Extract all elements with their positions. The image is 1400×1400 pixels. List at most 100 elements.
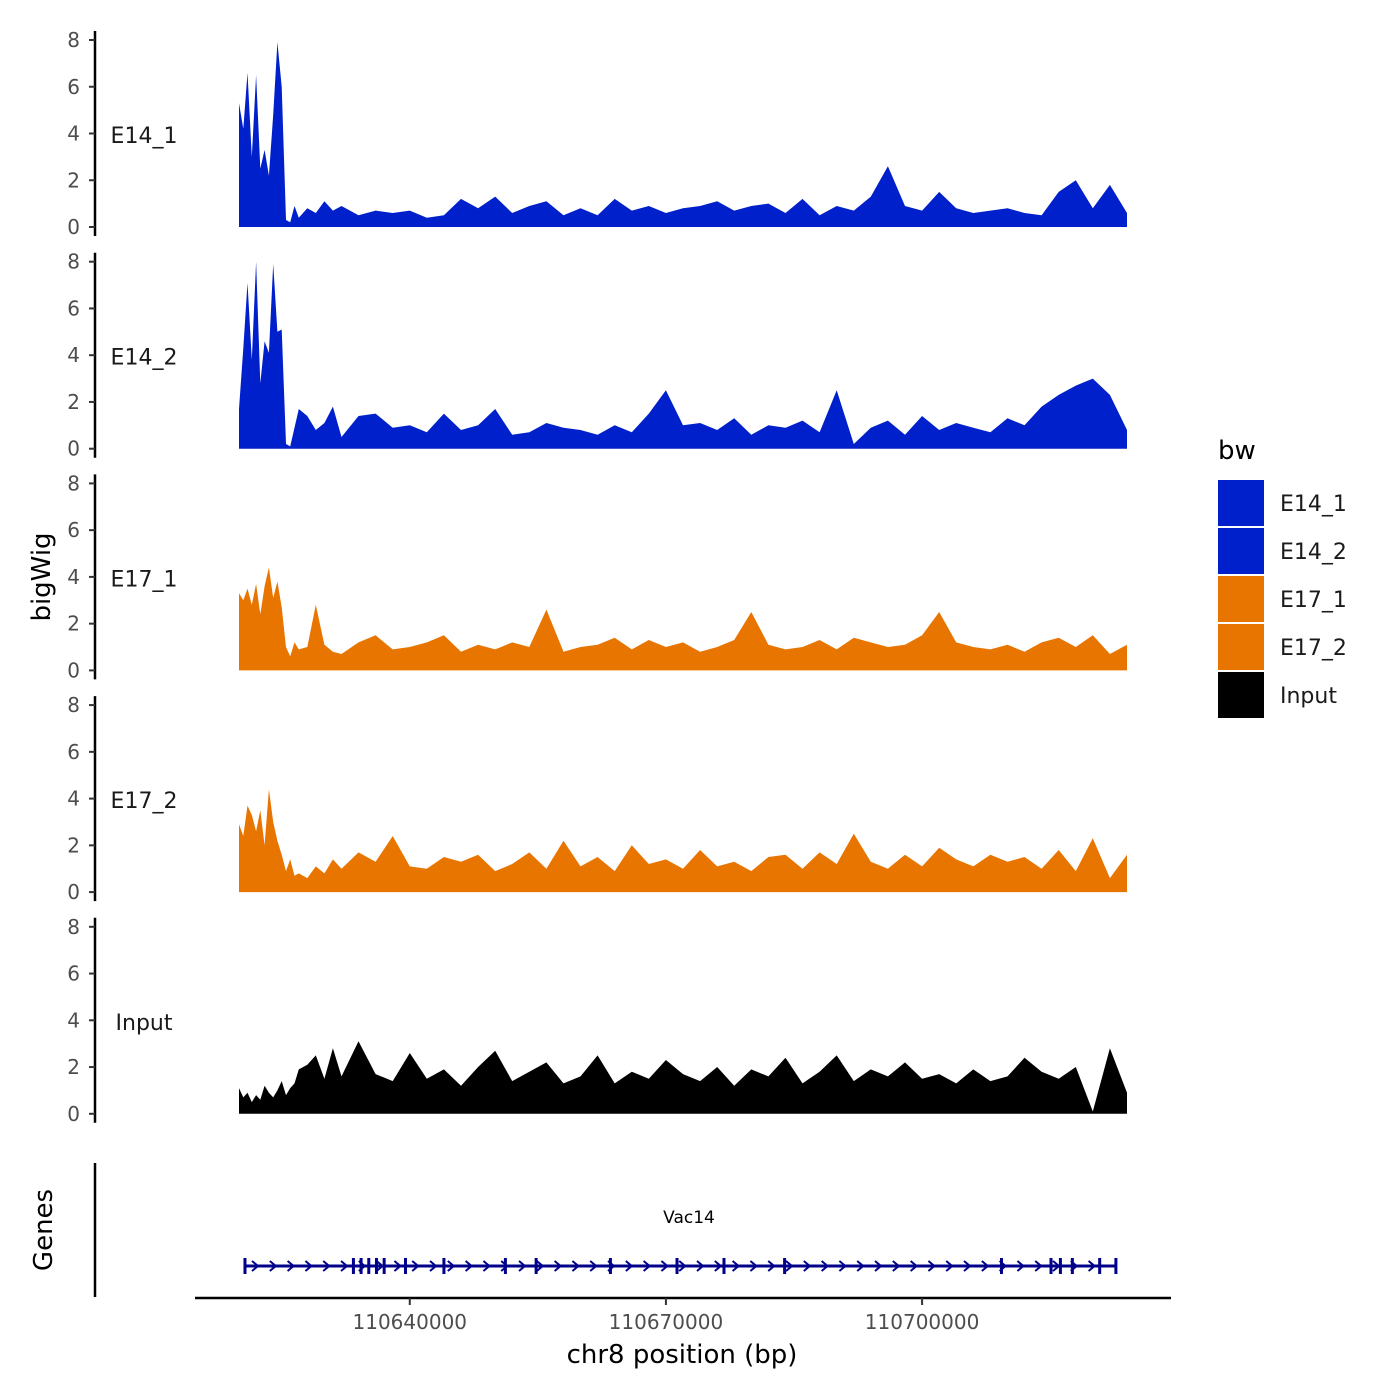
- y-tick-label: 6: [67, 296, 80, 320]
- strand-arrow: [251, 1260, 260, 1272]
- strand-arrow: [1034, 1260, 1043, 1272]
- strand-arrow: [981, 1260, 990, 1272]
- exon: [1114, 1258, 1118, 1274]
- exon: [404, 1258, 407, 1274]
- strand-arrow: [286, 1260, 296, 1272]
- gene-model: [243, 1258, 1118, 1274]
- y-tick-label: 0: [67, 437, 80, 461]
- strand-arrow: [553, 1260, 563, 1272]
- y-tick-label: 6: [67, 75, 80, 99]
- y-tick-label: 8: [67, 471, 80, 495]
- track-label: E14_1: [111, 124, 178, 149]
- y-tick-label: 4: [67, 122, 80, 146]
- legend-label: E17_2: [1280, 636, 1347, 661]
- strand-arrow: [375, 1260, 385, 1272]
- legend-item-Input: Input: [1218, 672, 1337, 718]
- exon: [534, 1258, 538, 1274]
- legend-swatch: [1218, 528, 1264, 574]
- y-tick-label: 6: [67, 962, 80, 986]
- exon: [1070, 1258, 1074, 1274]
- exon: [359, 1258, 363, 1274]
- strand-arrow: [304, 1260, 313, 1272]
- legend-label: E14_1: [1280, 492, 1347, 517]
- exon: [374, 1258, 378, 1274]
- strand-arrow: [269, 1260, 278, 1272]
- y-tick-label: 6: [67, 518, 80, 542]
- strand-arrow: [767, 1260, 776, 1272]
- y-tick-label: 8: [67, 28, 80, 52]
- strand-arrow: [838, 1260, 847, 1272]
- strand-arrow: [464, 1260, 474, 1272]
- coverage-area-E17_1: [239, 567, 1127, 671]
- y-tick-label: 6: [67, 740, 80, 764]
- x-tick-label: 110700000: [865, 1310, 980, 1334]
- strand-arrow: [571, 1260, 580, 1272]
- strand-arrow: [856, 1260, 865, 1272]
- exon: [1098, 1258, 1102, 1274]
- legend-swatch: [1218, 672, 1264, 718]
- legend-label: E17_1: [1280, 588, 1347, 613]
- legend-item-E14_2: E14_2: [1218, 528, 1347, 574]
- legend-item-E14_1: E14_1: [1218, 480, 1347, 526]
- strand-arrow: [945, 1260, 954, 1272]
- track-E17_1: 0 2 4 6 8 E17_1: [67, 471, 1127, 682]
- strand-arrow: [340, 1260, 349, 1272]
- x-tick-label: 110640000: [353, 1310, 468, 1334]
- x-axis-ticks: 110640000 110670000 110700000: [353, 1298, 980, 1334]
- strand-arrow: [447, 1260, 456, 1272]
- y-tick-label: 8: [67, 693, 80, 717]
- y-tick-label: 2: [67, 1055, 80, 1079]
- exon: [1049, 1258, 1053, 1274]
- y-tick-label: 2: [67, 390, 80, 414]
- strand-arrow: [731, 1260, 741, 1272]
- strand-arrow: [696, 1260, 705, 1272]
- legend-swatch: [1218, 480, 1264, 526]
- strand-arrow: [927, 1260, 936, 1272]
- y-tick-label: 2: [67, 168, 80, 192]
- strand-arrow: [642, 1260, 652, 1272]
- exon: [382, 1258, 386, 1274]
- track-label: E17_2: [111, 789, 178, 814]
- legend-label: Input: [1280, 684, 1337, 709]
- y-tick-label: 8: [67, 915, 80, 939]
- y-tick-label: 8: [67, 250, 80, 274]
- exon: [351, 1258, 355, 1274]
- track-E14_2: 0 2 4 6 8 E14_2: [67, 250, 1127, 461]
- legend-title: bw: [1218, 436, 1256, 466]
- y-tick-label: 0: [67, 215, 80, 239]
- gene-panel-title: Genes: [29, 1189, 59, 1271]
- strand-arrow: [820, 1260, 830, 1272]
- exon: [367, 1258, 371, 1274]
- x-axis-title: chr8 position (bp): [567, 1340, 798, 1370]
- strand-arrow: [500, 1260, 509, 1272]
- strand-arrow: [1087, 1260, 1097, 1272]
- track-E17_2: 0 2 4 6 8 E17_2: [67, 693, 1127, 904]
- legend-label: E14_2: [1280, 540, 1347, 565]
- strand-arrow: [678, 1260, 687, 1272]
- coverage-area-E17_2: [239, 789, 1127, 893]
- y-tick-label: 4: [67, 565, 80, 589]
- exon: [722, 1258, 726, 1274]
- y-tick-label: 0: [67, 658, 80, 682]
- legend-swatch: [1218, 576, 1264, 622]
- strand-arrow: [749, 1260, 758, 1272]
- strand-arrow: [393, 1260, 402, 1272]
- legend-item-E17_2: E17_2: [1218, 624, 1347, 670]
- strand-arrow: [1016, 1260, 1025, 1272]
- x-axis: 110640000 110670000 110700000 chr8 positio…: [195, 1296, 1171, 1370]
- y-tick-label: 2: [67, 612, 80, 636]
- coverage-area-Input: [239, 1041, 1127, 1114]
- strand-arrow: [803, 1260, 812, 1272]
- strand-arrow: [518, 1260, 527, 1272]
- strand-arrow: [589, 1260, 598, 1272]
- bigwig-tracks: 0 2 4 6 8 E14_1 0 2 4 6 8 E14_2 0 2 4 6 8 E17_1 0 2 4 6 8 E17_2…: [67, 28, 1127, 1126]
- strand-arrow: [625, 1260, 634, 1272]
- legend-swatch: [1218, 624, 1264, 670]
- strand-arrow: [963, 1260, 972, 1272]
- y-tick-label: 4: [67, 1008, 80, 1032]
- strand-arrow: [411, 1260, 420, 1272]
- strand-arrow: [536, 1260, 545, 1272]
- gene-name-label: Vac14: [663, 1208, 715, 1228]
- gene-panel: Genes Vac14: [29, 1163, 1118, 1297]
- y-axis-title: bigWig: [27, 532, 57, 621]
